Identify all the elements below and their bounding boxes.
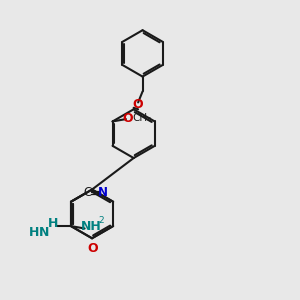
- Text: NH: NH: [81, 220, 102, 232]
- Text: O: O: [123, 112, 133, 125]
- Text: CH₃: CH₃: [132, 113, 151, 124]
- Text: H: H: [29, 226, 40, 238]
- Text: N: N: [39, 226, 50, 238]
- Text: O: O: [133, 98, 143, 111]
- Text: 2: 2: [99, 216, 104, 225]
- Text: O: O: [87, 242, 98, 255]
- Text: N: N: [98, 186, 108, 199]
- Text: C: C: [83, 186, 92, 199]
- Text: H: H: [48, 217, 58, 230]
